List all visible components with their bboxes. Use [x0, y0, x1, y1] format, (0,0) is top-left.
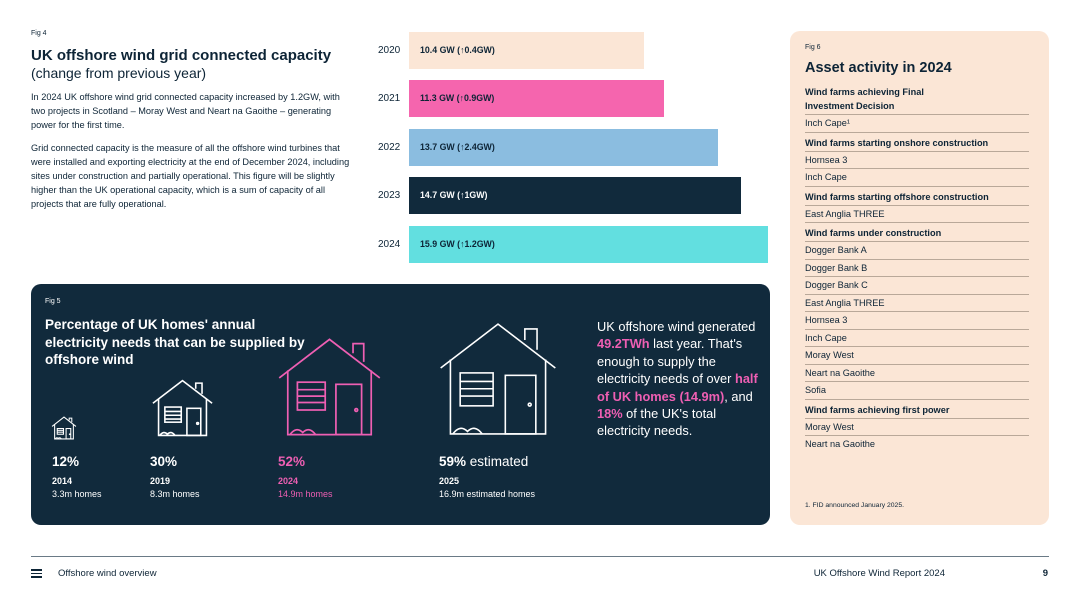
- asset-item: Moray West: [805, 417, 1029, 436]
- footer-report-title: UK Offshore Wind Report 2024: [813, 568, 945, 579]
- bar-year-label: 2022: [378, 142, 401, 153]
- stat-percent: 59%: [439, 454, 467, 469]
- asset-group-heading: Wind farms starting onshore construction: [805, 137, 989, 148]
- summary-text: UK offshore wind generated: [597, 319, 756, 334]
- asset-activity-panel: Fig 6 Asset activity in 2024 Wind farms …: [790, 31, 1049, 525]
- bar-year-label: 2023: [378, 190, 401, 201]
- asset-group-heading: Wind farms starting offshore constructio…: [805, 191, 989, 202]
- asset-item: Hornsea 3: [805, 150, 1029, 169]
- fig5-tag: Fig 5: [45, 298, 61, 305]
- summary-text: , and: [724, 388, 753, 404]
- asset-item: Hornsea 3: [805, 311, 1029, 329]
- bar-value-label: 13.7 GW (↑2.4GW): [420, 142, 495, 152]
- summary-text: of the UK's total electricity needs.: [597, 406, 717, 439]
- bar-value-label: 11.3 GW (↑0.9GW): [420, 93, 495, 103]
- stat-percent: 52%: [278, 454, 306, 469]
- stat-homes: 3.3m homes: [52, 489, 102, 499]
- stat-2025: 59% estimated 2025 16.9m estimated homes: [439, 454, 535, 499]
- asset-item: Inch Cape¹: [805, 114, 1029, 132]
- asset-item: Dogger Bank A: [805, 241, 1029, 259]
- stat-percent-suffix: estimated: [466, 454, 529, 469]
- homes-supplied-panel: Fig 5 Percentage of UK homes' annual ele…: [31, 284, 770, 525]
- stat-year: 2024: [278, 476, 299, 486]
- asset-item: Sofia: [805, 381, 1029, 399]
- fig4-subtitle: (change from previous year): [31, 65, 207, 81]
- summary-text: last year. That's enough to supply the e…: [597, 336, 743, 387]
- asset-group-divider: [805, 222, 1029, 225]
- asset-group-heading: Wind farms under construction: [805, 228, 942, 238]
- page-footer: Offshore wind overview UK Offshore Wind …: [31, 566, 1049, 582]
- bar-2023: 14.7 GW (↑1GW): [409, 177, 741, 214]
- asset-item: Moray West: [805, 346, 1029, 364]
- bar-2021: 11.3 GW (↑0.9GW): [409, 80, 665, 117]
- stat-year: 2014: [52, 476, 73, 486]
- stat-homes: 14.9m homes: [278, 489, 333, 499]
- asset-list: Wind farms achieving Final Investment De…: [805, 84, 1029, 456]
- asset-item: East Anglia THREE: [805, 204, 1029, 223]
- summary-highlight-homes: half of UK homes (14.9m): [597, 371, 758, 404]
- fig5-title: Percentage of UK homes' annual electrici…: [45, 317, 305, 367]
- stat-2024: 52% 2024 14.9m homes: [278, 454, 333, 499]
- bar-year-label: 2020: [378, 45, 401, 56]
- fig4-text-block: Fig 4 UK offshore wind grid connected ca…: [31, 30, 351, 212]
- house-icon-2024: [276, 335, 383, 439]
- capacity-bar-chart: 2020 10.4 GW (↑0.4GW) 2021 11.3 GW (↑0.9GW)…: [370, 28, 780, 268]
- fig6-title: Asset activity in 2024: [805, 60, 952, 76]
- asset-item: Dogger Bank C: [805, 276, 1029, 294]
- fig4-title: UK offshore wind grid connected capacity: [31, 47, 332, 64]
- stat-2019: 30% 2019 8.3m homes: [150, 454, 200, 499]
- asset-item: Inch Cape: [805, 168, 1029, 186]
- bar-2022: 13.7 GW (↑2.4GW): [409, 129, 719, 166]
- menu-icon[interactable]: [31, 569, 42, 578]
- stat-2014: 12% 2014 3.3m homes: [52, 454, 102, 499]
- summary-highlight-twh: 49.2TWh: [597, 336, 650, 352]
- house-icon-2025: [437, 319, 559, 439]
- asset-item: Dogger Bank B: [805, 258, 1029, 277]
- stat-homes: 16.9m estimated homes: [439, 489, 536, 499]
- asset-group-heading: Wind farms achieving first power: [805, 404, 950, 415]
- stat-percent: 30%: [150, 454, 178, 469]
- fig4-paragraph-1: In 2024 UK offshore wind grid connected …: [31, 92, 340, 131]
- stat-percent: 12%: [52, 454, 80, 469]
- bar-2024: 15.9 GW (↑1.2GW): [409, 226, 768, 263]
- asset-item: Neart na Gaoithe: [805, 363, 1029, 382]
- stat-year: 2019: [150, 476, 171, 486]
- stat-homes: 8.3m homes: [150, 489, 200, 499]
- asset-group-heading: Wind farms achieving Final Investment De…: [805, 87, 924, 111]
- bar-year-label: 2024: [378, 239, 401, 250]
- bar-value-label: 14.7 GW (↑1GW): [420, 190, 488, 200]
- asset-group-divider: [805, 453, 1029, 456]
- footer-divider: [31, 556, 1049, 557]
- footer-section-link[interactable]: Offshore wind overview: [58, 568, 157, 579]
- bar-2020: 10.4 GW (↑0.4GW): [409, 32, 644, 69]
- page-number: 9: [1042, 568, 1048, 579]
- asset-group-divider: [805, 131, 1029, 135]
- asset-group-divider: [805, 398, 1029, 402]
- fig4-tag: Fig 4: [31, 30, 47, 37]
- bar-value-label: 15.9 GW (↑1.2GW): [420, 239, 495, 249]
- bar-value-label: 10.4 GW (↑0.4GW): [420, 45, 495, 55]
- bar-year-label: 2021: [378, 93, 401, 104]
- house-icon-2014: [51, 416, 77, 440]
- house-icon-2019: [151, 378, 214, 438]
- asset-item: East Anglia THREE: [805, 293, 1029, 312]
- fig4-paragraph-2: Grid connected capacity is the measure o…: [31, 142, 350, 210]
- fig6-tag: Fig 6: [805, 44, 821, 51]
- fig6-footnote: 1. FID announced January 2025.: [805, 502, 904, 509]
- summary-highlight-percent: 18%: [597, 406, 623, 422]
- asset-item: Neart na Gaoithe: [805, 435, 1029, 453]
- asset-group-divider: [805, 185, 1029, 189]
- generation-summary: UK offshore wind generated 49.2TWh last …: [597, 318, 762, 440]
- asset-item: Inch Cape: [805, 328, 1029, 347]
- stat-year: 2025: [439, 476, 460, 486]
